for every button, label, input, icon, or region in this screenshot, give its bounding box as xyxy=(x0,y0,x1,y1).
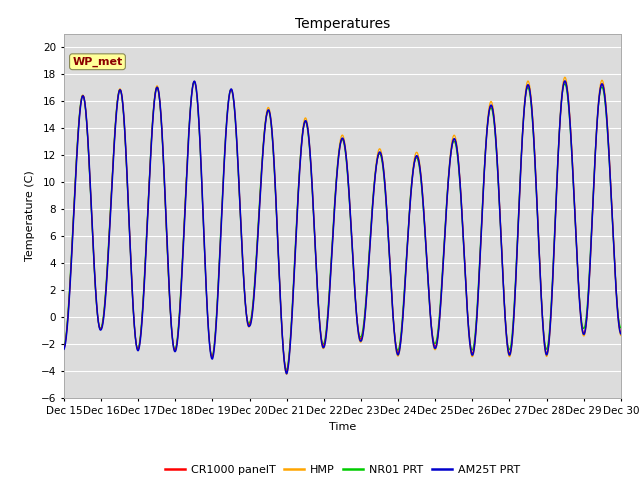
Title: Temperatures: Temperatures xyxy=(295,17,390,31)
Text: WP_met: WP_met xyxy=(72,57,123,67)
X-axis label: Time: Time xyxy=(329,421,356,432)
Legend: CR1000 panelT, HMP, NR01 PRT, AM25T PRT: CR1000 panelT, HMP, NR01 PRT, AM25T PRT xyxy=(161,460,524,480)
Y-axis label: Temperature (C): Temperature (C) xyxy=(26,170,35,262)
